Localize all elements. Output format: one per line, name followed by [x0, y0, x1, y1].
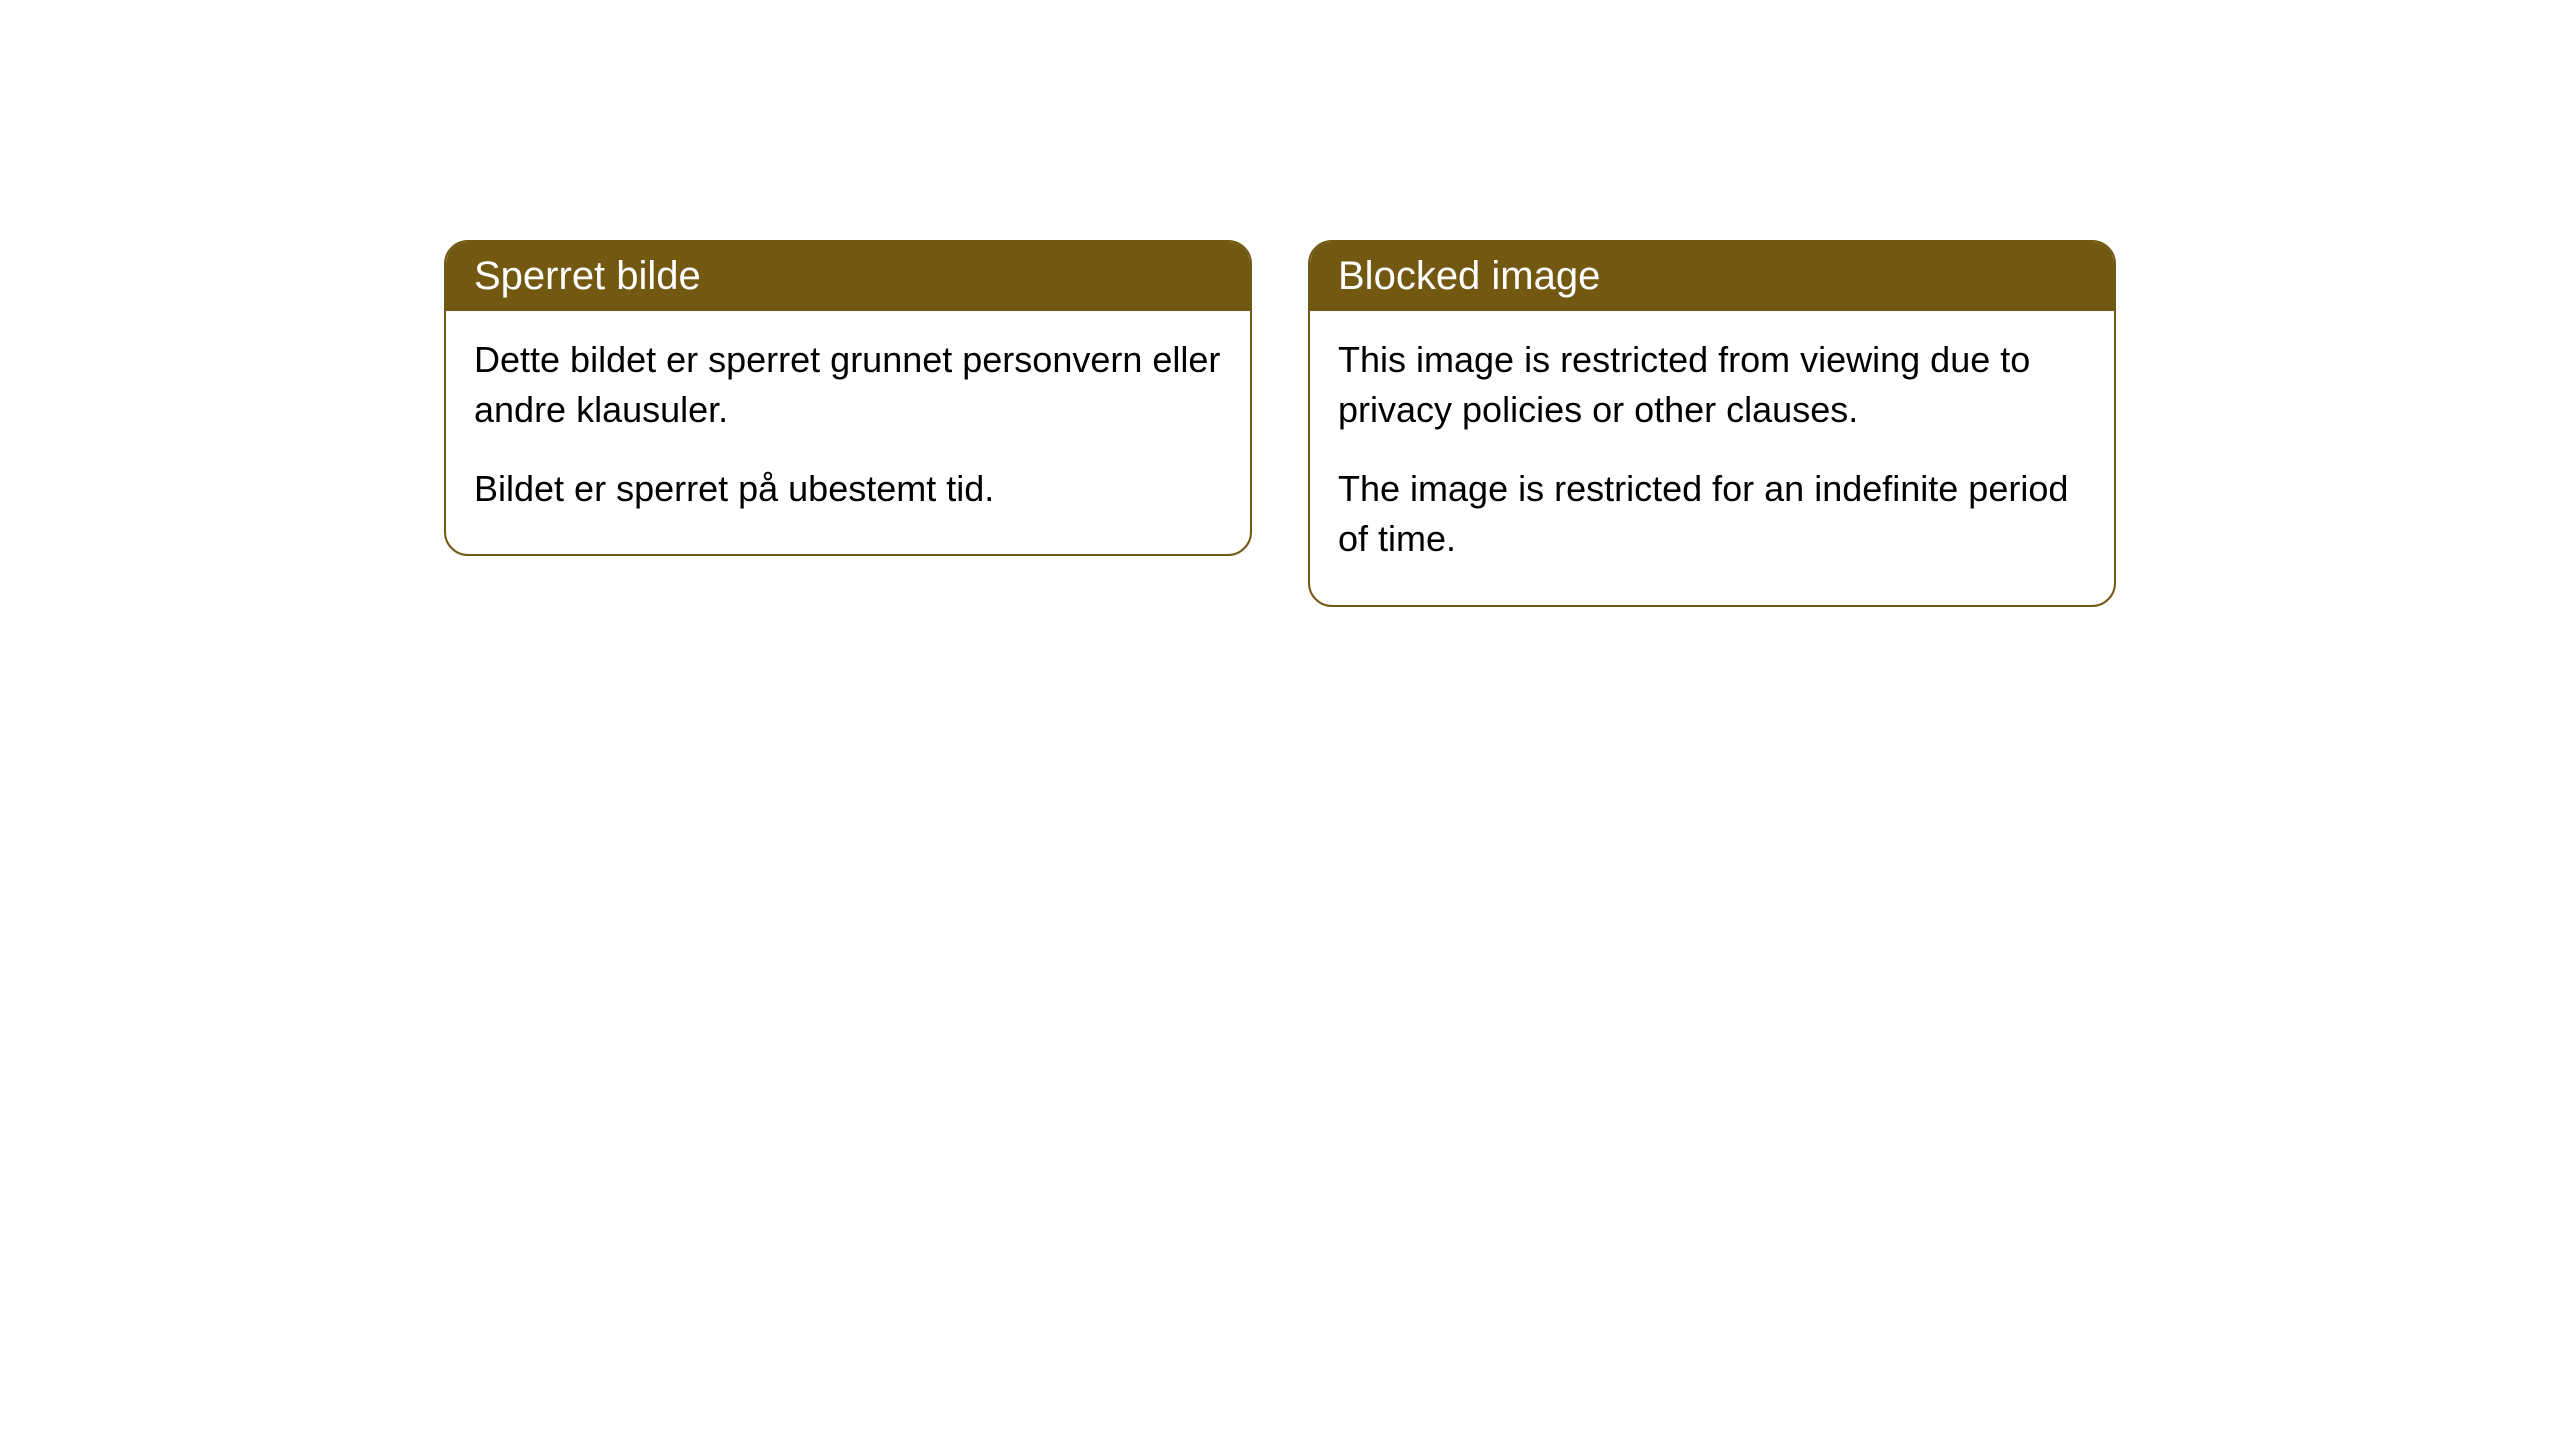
card-title: Sperret bilde	[474, 254, 701, 298]
notice-container: Sperret bilde Dette bildet er sperret gr…	[444, 240, 2116, 1440]
card-header: Sperret bilde	[446, 242, 1250, 311]
card-title: Blocked image	[1338, 254, 1600, 298]
notice-paragraph: Bildet er sperret på ubestemt tid.	[474, 464, 1222, 514]
card-body: This image is restricted from viewing du…	[1310, 311, 2114, 605]
notice-paragraph: This image is restricted from viewing du…	[1338, 335, 2086, 436]
notice-card-english: Blocked image This image is restricted f…	[1308, 240, 2116, 607]
card-header: Blocked image	[1310, 242, 2114, 311]
card-body: Dette bildet er sperret grunnet personve…	[446, 311, 1250, 554]
notice-paragraph: The image is restricted for an indefinit…	[1338, 464, 2086, 565]
notice-card-norwegian: Sperret bilde Dette bildet er sperret gr…	[444, 240, 1252, 556]
notice-paragraph: Dette bildet er sperret grunnet personve…	[474, 335, 1222, 436]
